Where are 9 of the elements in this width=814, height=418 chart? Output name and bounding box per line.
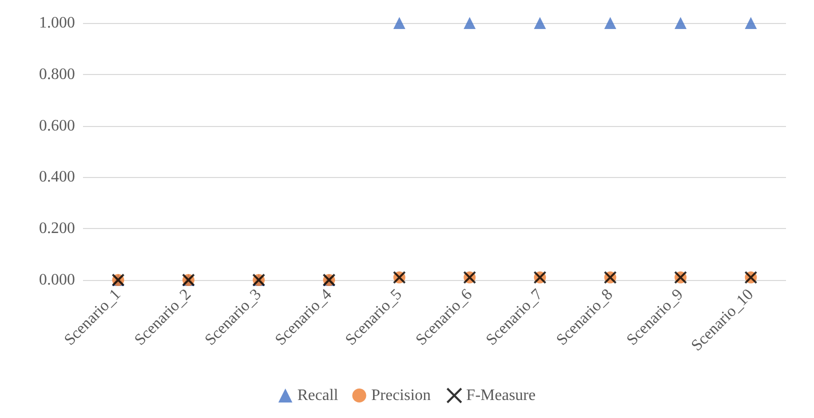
y-tick-label: 0.800 <box>39 66 75 83</box>
y-tick-label: 0.200 <box>39 220 75 238</box>
y-tick-label: 0.600 <box>39 117 75 134</box>
y-tick-label: 0.400 <box>39 168 75 186</box>
y-tick-label: 1.000 <box>39 14 75 32</box>
legend-label: Recall <box>297 387 339 404</box>
legend-label: F-Measure <box>466 387 536 404</box>
y-tick-label: 0.000 <box>39 272 75 288</box>
legend-label: Precision <box>371 387 431 404</box>
